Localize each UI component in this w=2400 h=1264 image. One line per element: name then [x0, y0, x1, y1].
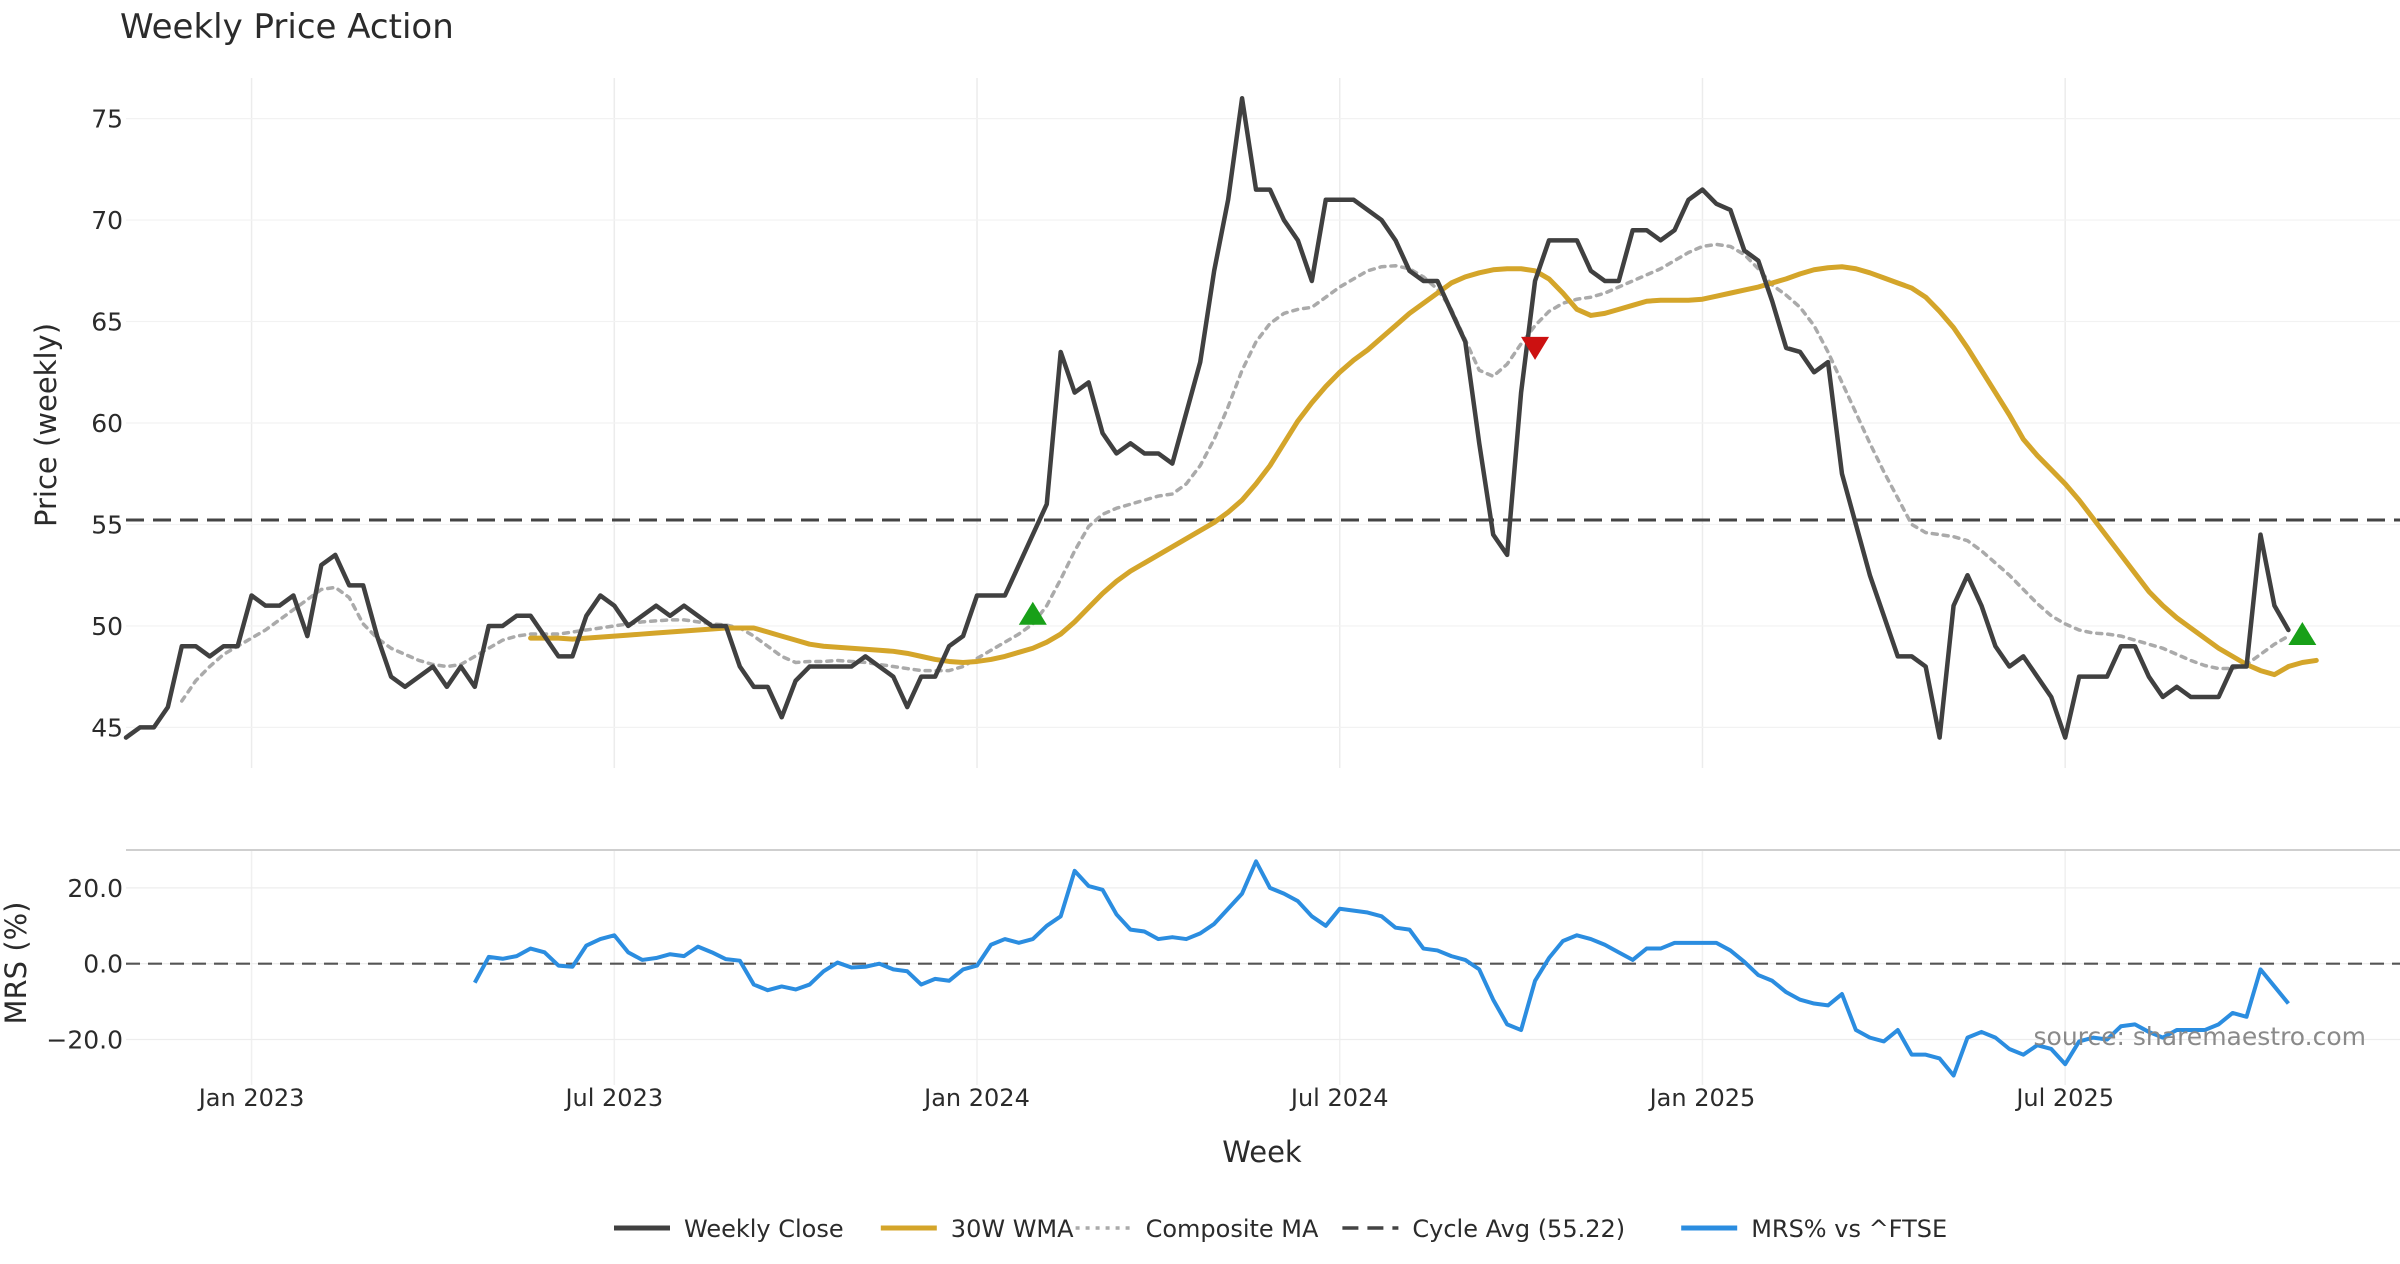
price-y-tick-label: 50 — [91, 612, 123, 641]
legend-label: Cycle Avg (55.22) — [1412, 1215, 1625, 1243]
x-tick-label: Jul 2025 — [2014, 1084, 2114, 1112]
legend-label: MRS% vs ^FTSE — [1751, 1215, 1947, 1243]
x-axis-label: Week — [1222, 1135, 1302, 1169]
buy-signal-marker — [2288, 622, 2317, 646]
signal-markers — [1018, 336, 2317, 646]
price-axis-label: Price (weekly) — [29, 323, 63, 527]
price-y-tick-label: 60 — [91, 409, 123, 438]
x-tick-label: Jul 2023 — [563, 1084, 663, 1112]
mrs-y-tick-label: 0.0 — [83, 950, 123, 979]
x-tick-label: Jan 2025 — [1648, 1084, 1756, 1112]
buy-signal-marker — [1018, 601, 1047, 625]
source-watermark: source: sharemaestro.com — [2034, 1022, 2367, 1051]
price-y-tick-label: 75 — [91, 105, 123, 134]
series-layer — [123, 96, 2319, 1078]
weekly-close-line — [123, 96, 2291, 740]
mrs-line — [473, 859, 2290, 1078]
price-y-tick-label: 55 — [91, 510, 123, 539]
chart-title: Weekly Price Action — [120, 7, 454, 47]
legend-label: Weekly Close — [684, 1215, 844, 1243]
legend-label: 30W WMA — [951, 1215, 1074, 1243]
legend: Weekly Close 30W WMA Composite MA Cycle Avg… — [614, 1215, 1947, 1243]
x-tick-label: Jan 2023 — [197, 1084, 305, 1112]
x-tick-label: Jul 2024 — [1289, 1084, 1389, 1112]
price-y-tick-label: 45 — [91, 713, 123, 742]
x-tick-label: Jan 2024 — [922, 1084, 1030, 1112]
axis-layer: Jan 2023 Jul 2023 Jan 2024 Jul 2024 Jan 2025… — [46, 105, 2400, 1112]
mrs-axis-label: MRS (%) — [0, 902, 33, 1025]
wma-30w-line — [528, 264, 2319, 678]
sell-signal-marker — [1521, 336, 1550, 360]
legend-label: Composite MA — [1146, 1215, 1319, 1243]
mrs-y-tick-label: 20.0 — [67, 874, 123, 903]
grid-layer — [126, 78, 2400, 1085]
reference-lines — [126, 518, 2400, 965]
price-y-tick-label: 65 — [91, 308, 123, 337]
mrs-y-tick-label: −20.0 — [46, 1026, 123, 1055]
composite-ma-line — [180, 242, 2291, 703]
price-y-tick-label: 70 — [91, 206, 123, 235]
